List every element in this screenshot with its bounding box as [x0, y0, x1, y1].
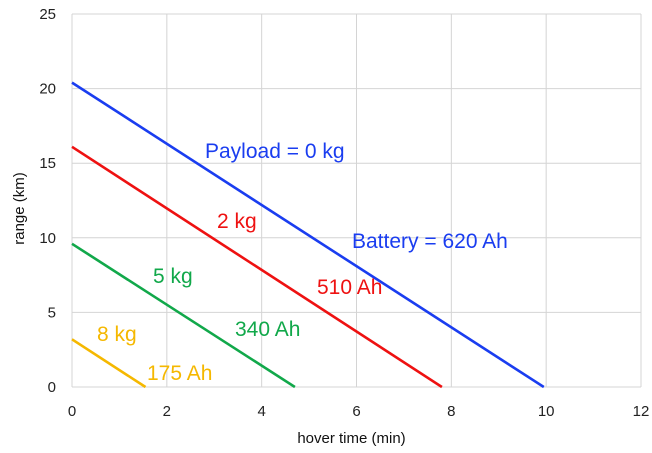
tick-labels: 0 2 4 6 8 10 12 0 5 10 15 20 25: [39, 6, 649, 420]
y-tick-label: 25: [39, 6, 56, 23]
y-tick-label: 5: [48, 304, 56, 321]
grid: [71, 13, 642, 388]
y-tick-label: 0: [48, 379, 56, 396]
series-line: [71, 338, 147, 389]
y-axis-title: range (km): [11, 172, 28, 245]
payload-label: 5 kg: [153, 265, 193, 288]
battery-label: Battery = 620 Ah: [352, 230, 508, 253]
payload-label: 2 kg: [217, 210, 257, 233]
payload-label: Payload = 0 kg: [205, 140, 345, 163]
x-tick-label: 10: [538, 403, 555, 420]
series-lines: [71, 81, 545, 389]
battery-label: 175 Ah: [147, 362, 212, 385]
series-line: [71, 242, 296, 389]
battery-label: 510 Ah: [317, 276, 382, 299]
series-line: [71, 81, 545, 389]
y-tick-label: 15: [39, 155, 56, 172]
series-annotations: Payload = 0 kg Battery = 620 Ah 2 kg 510 Ah…: [97, 140, 508, 385]
series-line: [71, 145, 443, 389]
x-tick-label: 6: [352, 403, 360, 420]
y-tick-label: 20: [39, 81, 56, 98]
x-tick-label: 0: [68, 403, 76, 420]
battery-label: 340 Ah: [235, 318, 300, 341]
x-tick-label: 8: [447, 403, 455, 420]
payload-label: 8 kg: [97, 323, 137, 346]
x-axis-title: hover time (min): [297, 430, 405, 447]
x-tick-label: 4: [257, 403, 265, 420]
x-tick-label: 2: [163, 403, 171, 420]
x-tick-label: 12: [633, 403, 650, 420]
y-tick-label: 10: [39, 230, 56, 247]
